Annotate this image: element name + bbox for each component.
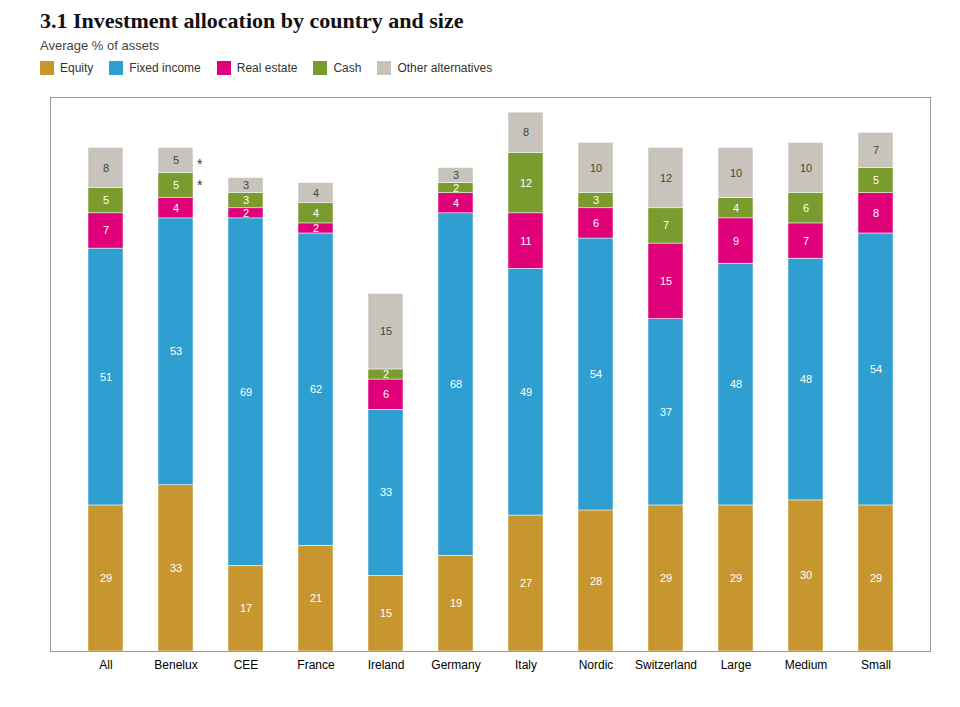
svg-text:France: France	[297, 658, 335, 672]
svg-text:37: 37	[660, 406, 672, 418]
svg-text:33: 33	[170, 562, 182, 574]
svg-text:4: 4	[313, 187, 319, 199]
svg-text:8: 8	[523, 126, 529, 138]
svg-text:68: 68	[450, 378, 462, 390]
svg-text:5: 5	[873, 174, 879, 186]
svg-text:CEE: CEE	[234, 658, 259, 672]
svg-text:19: 19	[450, 597, 462, 609]
svg-text:5: 5	[173, 154, 179, 166]
svg-text:15: 15	[380, 325, 392, 337]
svg-text:10: 10	[730, 167, 742, 179]
svg-text:7: 7	[103, 224, 109, 236]
svg-text:53: 53	[170, 345, 182, 357]
svg-text:21: 21	[310, 592, 322, 604]
html-text:Equity: Equity	[60, 61, 94, 75]
svg-text:33: 33	[380, 486, 392, 498]
svg-text:12: 12	[520, 177, 532, 189]
svg-text:27: 27	[520, 577, 532, 589]
svg-text:6: 6	[383, 388, 389, 400]
svg-text:17: 17	[240, 602, 252, 614]
svg-text:2: 2	[383, 368, 389, 380]
svg-text:3: 3	[243, 194, 249, 206]
svg-text:5: 5	[103, 194, 109, 206]
html-text:Average % of assets: Average % of assets	[40, 38, 159, 53]
svg-text:54: 54	[590, 368, 602, 380]
svg-text:15: 15	[380, 607, 392, 619]
svg-text:8: 8	[873, 207, 879, 219]
svg-text:All: All	[99, 658, 112, 672]
svg-text:*: *	[197, 156, 203, 172]
svg-text:*: *	[197, 177, 203, 193]
html-text:Other alternatives: Other alternatives	[397, 61, 493, 75]
svg-text:29: 29	[100, 572, 112, 584]
svg-text:12: 12	[660, 172, 672, 184]
svg-text:Switzerland: Switzerland	[635, 658, 697, 672]
svg-text:Germany: Germany	[431, 658, 480, 672]
html-text:Fixed income: Fixed income	[129, 61, 201, 75]
svg-text:2: 2	[453, 182, 459, 194]
svg-text:29: 29	[730, 572, 742, 584]
svg-text:69: 69	[240, 386, 252, 398]
svg-text:2: 2	[313, 222, 319, 234]
svg-text:Ireland: Ireland	[368, 658, 405, 672]
svg-text:8: 8	[103, 162, 109, 174]
svg-text:4: 4	[733, 202, 739, 214]
svg-text:7: 7	[803, 235, 809, 247]
svg-text:29: 29	[660, 572, 672, 584]
svg-text:5: 5	[173, 179, 179, 191]
svg-text:28: 28	[590, 575, 602, 587]
svg-text:15: 15	[660, 275, 672, 287]
svg-text:7: 7	[873, 144, 879, 156]
svg-text:49: 49	[520, 386, 532, 398]
svg-text:62: 62	[310, 383, 322, 395]
svg-text:4: 4	[173, 202, 179, 214]
svg-text:10: 10	[590, 162, 602, 174]
svg-text:3: 3	[243, 179, 249, 191]
svg-text:30: 30	[800, 569, 812, 581]
svg-text:54: 54	[870, 363, 882, 375]
svg-text:6: 6	[593, 217, 599, 229]
svg-text:Benelux: Benelux	[154, 658, 197, 672]
svg-text:4: 4	[313, 207, 319, 219]
svg-text:10: 10	[800, 162, 812, 174]
svg-text:4: 4	[453, 197, 459, 209]
svg-text:3: 3	[593, 194, 599, 206]
svg-text:Large: Large	[721, 658, 752, 672]
html-text:Cash: Cash	[333, 61, 362, 75]
svg-text:11: 11	[520, 235, 531, 247]
svg-text:Italy: Italy	[515, 658, 537, 672]
html-text:3.1 Investment allocation by c: 3.1 Investment allocation by country and…	[40, 8, 464, 33]
svg-text:29: 29	[870, 572, 882, 584]
svg-text:2: 2	[243, 207, 249, 219]
svg-text:Nordic: Nordic	[579, 658, 614, 672]
svg-text:Small: Small	[861, 658, 891, 672]
svg-text:3: 3	[453, 169, 459, 181]
svg-text:51: 51	[100, 371, 112, 383]
svg-text:48: 48	[800, 373, 812, 385]
html-text:Real estate: Real estate	[236, 61, 298, 75]
svg-text:48: 48	[730, 378, 742, 390]
svg-text:6: 6	[803, 202, 809, 214]
svg-text:7: 7	[663, 219, 669, 231]
svg-text:Medium: Medium	[785, 658, 828, 672]
svg-text:9: 9	[733, 235, 739, 247]
